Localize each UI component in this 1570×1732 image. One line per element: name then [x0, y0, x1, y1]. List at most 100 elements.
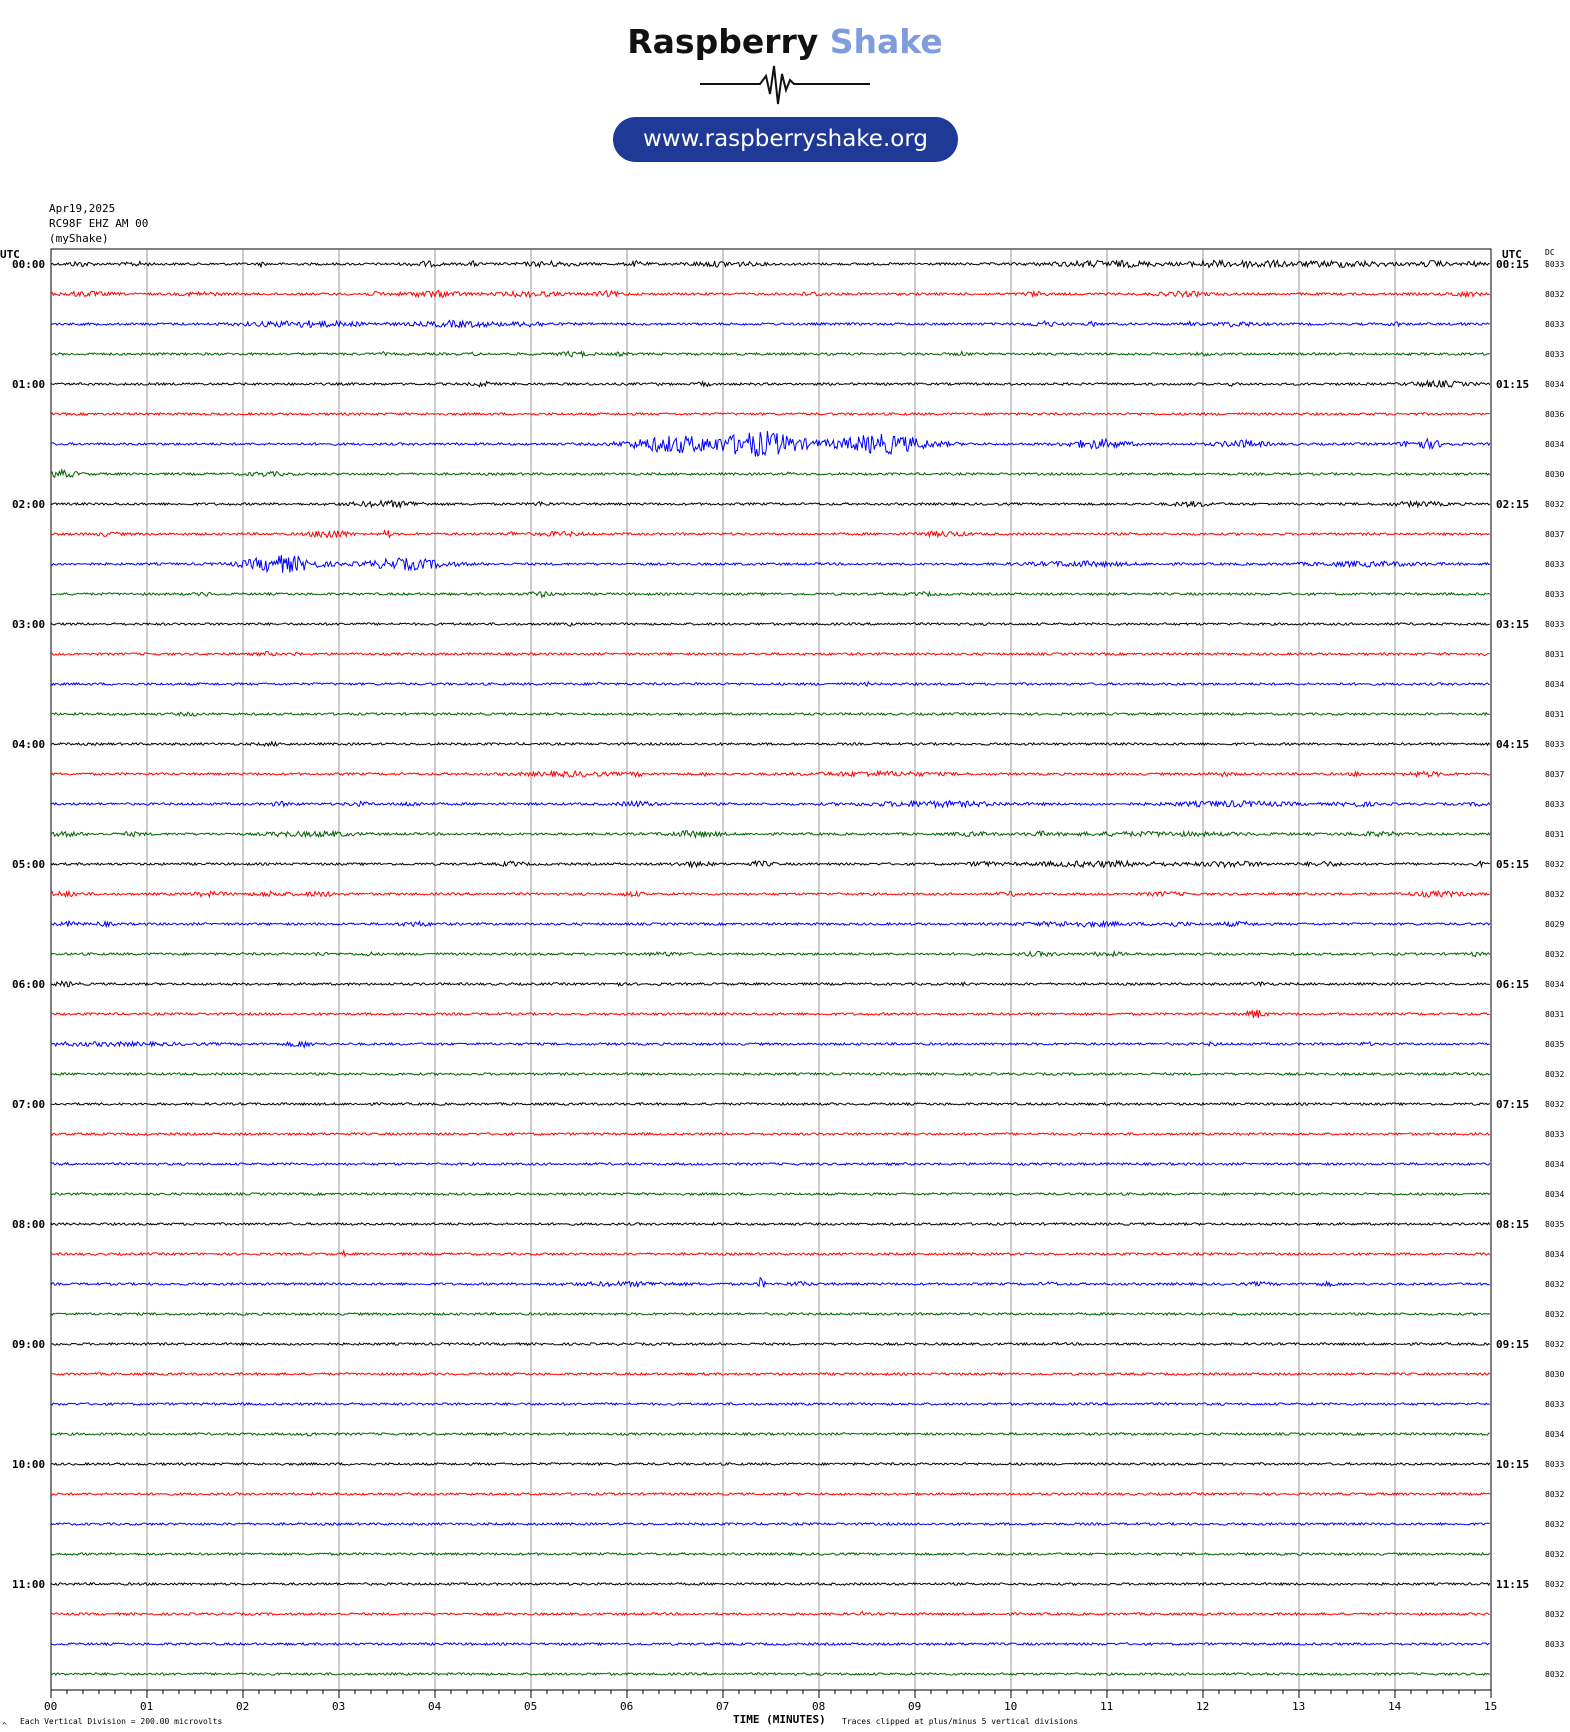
right-time-label: 05:15 — [1496, 858, 1529, 871]
right-time-label: 03:15 — [1496, 618, 1529, 631]
trace-red — [50, 289, 1491, 299]
left-time-label: 08:00 — [12, 1218, 45, 1231]
x-tick-label: 01 — [140, 1700, 153, 1713]
vertical-division-note: Each Vertical Division = 200.00 microvol… — [20, 1717, 222, 1726]
dc-offset-value: 8032 — [1545, 1310, 1564, 1319]
trace-blue — [50, 1276, 1490, 1289]
x-tick-label: 03 — [332, 1700, 345, 1713]
right-time-label: 10:15 — [1496, 1458, 1529, 1471]
dc-offset-header: DC — [1545, 248, 1555, 257]
trace-black — [51, 1101, 1491, 1107]
dc-offset-value: 8032 — [1545, 500, 1564, 509]
x-tick-label: 04 — [428, 1700, 442, 1713]
dc-offset-value: 8030 — [1545, 470, 1564, 479]
right-time-label: 04:15 — [1496, 738, 1529, 751]
x-tick-label: 12 — [1196, 1700, 1209, 1713]
trace-red — [50, 1371, 1491, 1377]
trace-green — [50, 1311, 1491, 1317]
right-time-label: 11:15 — [1496, 1578, 1529, 1591]
trace-blue — [50, 1641, 1490, 1647]
dc-offset-value: 8033 — [1545, 590, 1564, 599]
trace-black — [50, 859, 1490, 869]
dc-offset-value: 8033 — [1545, 1130, 1564, 1139]
x-tick-label: 13 — [1292, 1700, 1305, 1713]
right-time-label: 09:15 — [1496, 1338, 1529, 1351]
website-url-badge[interactable]: www.raspberryshake.org — [613, 117, 958, 162]
x-tick-label: 09 — [908, 1700, 921, 1713]
left-time-label: 10:00 — [12, 1458, 45, 1471]
trace-red — [50, 1610, 1490, 1617]
trace-blue — [50, 799, 1491, 810]
trace-green — [50, 468, 1491, 479]
dc-offset-value: 8033 — [1545, 1640, 1564, 1649]
right-time-label: 06:15 — [1496, 978, 1529, 991]
trace-black — [50, 1221, 1491, 1227]
dc-offset-value: 8034 — [1545, 1160, 1564, 1169]
dc-offset-value: 8033 — [1545, 1400, 1564, 1409]
trace-black — [50, 979, 1491, 988]
logo-word-shake: Shake — [829, 22, 943, 61]
corner-mark: ^ — [2, 1721, 7, 1730]
x-tick-label: 14 — [1388, 1700, 1402, 1713]
left-time-label: 11:00 — [12, 1578, 45, 1591]
dc-offset-value: 8033 — [1545, 260, 1564, 269]
dc-offset-value: 8033 — [1545, 800, 1564, 809]
left-time-label: 04:00 — [12, 738, 45, 751]
dc-offset-value: 8034 — [1545, 680, 1564, 689]
x-tick-label: 15 — [1484, 1700, 1497, 1713]
trace-black — [50, 1461, 1491, 1467]
trace-blue — [50, 680, 1490, 687]
trace-red — [50, 1491, 1491, 1497]
trace-blue — [50, 1521, 1490, 1527]
trace-green — [50, 1071, 1491, 1077]
trace-green — [50, 1671, 1490, 1677]
trace-red — [50, 769, 1490, 779]
dc-offset-value: 8032 — [1545, 1100, 1564, 1109]
dc-offset-value: 8036 — [1545, 410, 1564, 419]
x-tick-label: 11 — [1100, 1700, 1113, 1713]
dc-offset-value: 8032 — [1545, 950, 1564, 959]
x-tick-label: 02 — [236, 1700, 249, 1713]
trace-green — [50, 590, 1491, 599]
dc-offset-value: 8037 — [1545, 770, 1564, 779]
left-time-label: 00:00 — [12, 258, 45, 271]
dc-offset-value: 8033 — [1545, 740, 1564, 749]
trace-blue — [50, 430, 1491, 457]
right-time-label: 01:15 — [1496, 378, 1529, 391]
clipping-note: Traces clipped at plus/minus 5 vertical … — [842, 1717, 1078, 1726]
dc-offset-value: 8032 — [1545, 1550, 1564, 1559]
trace-blue — [50, 319, 1490, 329]
seismic-traces — [50, 258, 1491, 1677]
dc-offset-value: 8032 — [1545, 1520, 1564, 1529]
x-tick-label: 10 — [1004, 1700, 1017, 1713]
x-axis-title: TIME (MINUTES) — [733, 1713, 826, 1726]
logo-word-raspberry: Raspberry — [627, 22, 819, 61]
station-code: RC98F EHZ AM 00 — [49, 217, 149, 230]
trace-red — [50, 1248, 1491, 1259]
trace-black — [50, 499, 1491, 510]
dc-offset-value: 8032 — [1545, 1340, 1564, 1349]
left-time-label: 09:00 — [12, 1338, 45, 1351]
right-time-label: 02:15 — [1496, 498, 1529, 511]
left-time-label: 01:00 — [12, 378, 45, 391]
trace-red — [50, 1131, 1490, 1137]
dc-offset-value: 8032 — [1545, 860, 1564, 869]
trace-black — [50, 1341, 1491, 1347]
right-time-label: 00:15 — [1496, 258, 1529, 271]
dc-offset-value: 8032 — [1545, 1580, 1564, 1589]
logo-seismic-wave-icon — [700, 65, 870, 105]
dc-offset-value: 8031 — [1545, 830, 1564, 839]
dc-offset-value: 8032 — [1545, 1070, 1564, 1079]
dc-offset-value: 8033 — [1545, 1460, 1564, 1469]
dc-offset-value: 8031 — [1545, 710, 1564, 719]
dc-offset-value: 8032 — [1545, 1670, 1564, 1679]
dc-offset-value: 8032 — [1545, 1280, 1564, 1289]
dc-offset-value: 8033 — [1545, 620, 1564, 629]
dc-offset-value: 8034 — [1545, 980, 1564, 989]
x-tick-label: 05 — [524, 1700, 537, 1713]
dc-offset-value: 8034 — [1545, 440, 1564, 449]
right-time-label: 07:15 — [1496, 1098, 1529, 1111]
dc-offset-value: 8029 — [1545, 920, 1564, 929]
network-name: (myShake) — [49, 232, 109, 245]
left-utc-label: UTC — [0, 248, 20, 261]
